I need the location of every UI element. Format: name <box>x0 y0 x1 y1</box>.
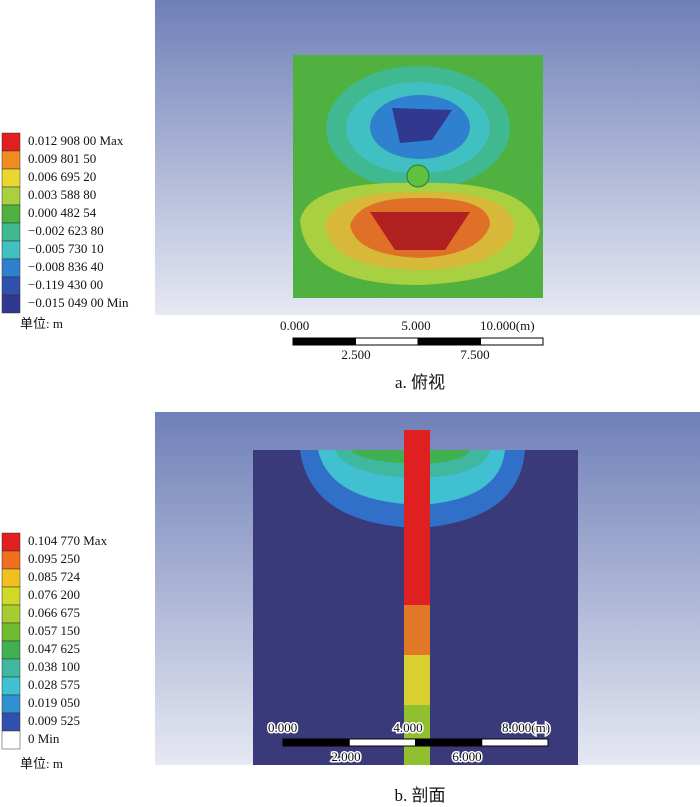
legend-swatch <box>1 550 21 570</box>
legend-swatch <box>1 712 21 732</box>
legend-label: 0.085 724 <box>28 569 81 584</box>
legend-swatch <box>1 622 21 642</box>
legend-swatch <box>1 240 21 260</box>
legend-label: 0 Min <box>28 731 60 746</box>
legend-label: 0.047 625 <box>28 641 80 656</box>
legend-swatch <box>1 186 21 206</box>
scale-label: 0.000 <box>280 318 309 333</box>
legend-label: −0.015 049 00 Min <box>28 295 129 310</box>
legend-swatch <box>1 258 21 278</box>
scale-bar-segment <box>282 738 350 747</box>
legend-label: 0.066 675 <box>28 605 80 620</box>
scale-label: 2.500 <box>341 347 370 362</box>
legend-label: −0.002 623 80 <box>28 223 104 238</box>
scale-bar-segment <box>292 337 356 346</box>
pile <box>404 430 430 605</box>
scale-label: 2.000 <box>331 749 360 764</box>
legend-swatch <box>1 604 21 624</box>
pile <box>406 164 430 188</box>
legend-label: 0.012 908 00 Max <box>28 133 124 148</box>
legend-swatch <box>1 204 21 224</box>
unit-label: 单位: m <box>20 316 63 331</box>
legend-swatch <box>1 222 21 242</box>
scale-label: 5.000 <box>401 318 430 333</box>
legend-label: 0.009 801 50 <box>28 151 96 166</box>
legend-label: 0.095 250 <box>28 551 80 566</box>
legend-label: 0.038 100 <box>28 659 80 674</box>
scale-label: 7.500 <box>460 347 489 362</box>
contour <box>370 212 470 250</box>
scale-bar-segment <box>417 337 481 346</box>
legend-swatch <box>1 676 21 696</box>
legend-swatch <box>1 568 21 588</box>
legend-label: 0.057 150 <box>28 623 80 638</box>
scale-bar-segment <box>355 337 419 346</box>
legend-swatch <box>1 294 21 314</box>
legend-label: 0.019 050 <box>28 695 80 710</box>
caption: a. 俯视 <box>395 373 445 392</box>
scale-bar-segment <box>480 337 544 346</box>
pile <box>404 705 430 765</box>
legend-label: −0.119 430 00 <box>28 277 103 292</box>
legend-swatch <box>1 586 21 606</box>
legend-swatch <box>1 276 21 296</box>
legend-label: 0.028 575 <box>28 677 80 692</box>
legend-label: 0.009 525 <box>28 713 80 728</box>
scale-label: 4.000 <box>393 720 422 735</box>
legend-label: 0.076 200 <box>28 587 80 602</box>
scale-label: 10.000(m) <box>480 318 535 333</box>
legend-swatch <box>1 168 21 188</box>
scale-label: 8.000(m) <box>502 720 550 735</box>
legend-swatch <box>1 150 21 170</box>
dynamic-layer: 0.012 908 00 Max 0.009 801 50 0.006 695 20… <box>1 132 552 805</box>
contour <box>392 108 452 143</box>
legend-label: −0.008 836 40 <box>28 259 104 274</box>
legend-swatch <box>1 532 21 552</box>
legend-swatch <box>1 640 21 660</box>
pile <box>404 605 430 655</box>
pile <box>404 655 430 705</box>
legend-swatch <box>1 694 21 714</box>
legend-label: 0.006 695 20 <box>28 169 96 184</box>
legend-label: 0.104 770 Max <box>28 533 108 548</box>
legend-swatch <box>1 132 21 152</box>
caption: b. 剖面 <box>395 786 446 805</box>
legend-swatch <box>1 730 21 750</box>
unit-label: 单位: m <box>20 756 63 771</box>
scale-label: 0.000 <box>268 720 297 735</box>
legend-swatch <box>1 658 21 678</box>
legend-label: 0.000 482 54 <box>28 205 97 220</box>
scale-bar-segment <box>415 738 483 747</box>
legend-label: 0.003 588 80 <box>28 187 96 202</box>
scale-label: 6.000 <box>452 749 481 764</box>
scale-bar-segment <box>481 738 549 747</box>
legend-label: −0.005 730 10 <box>28 241 104 256</box>
scale-bar-segment <box>348 738 416 747</box>
